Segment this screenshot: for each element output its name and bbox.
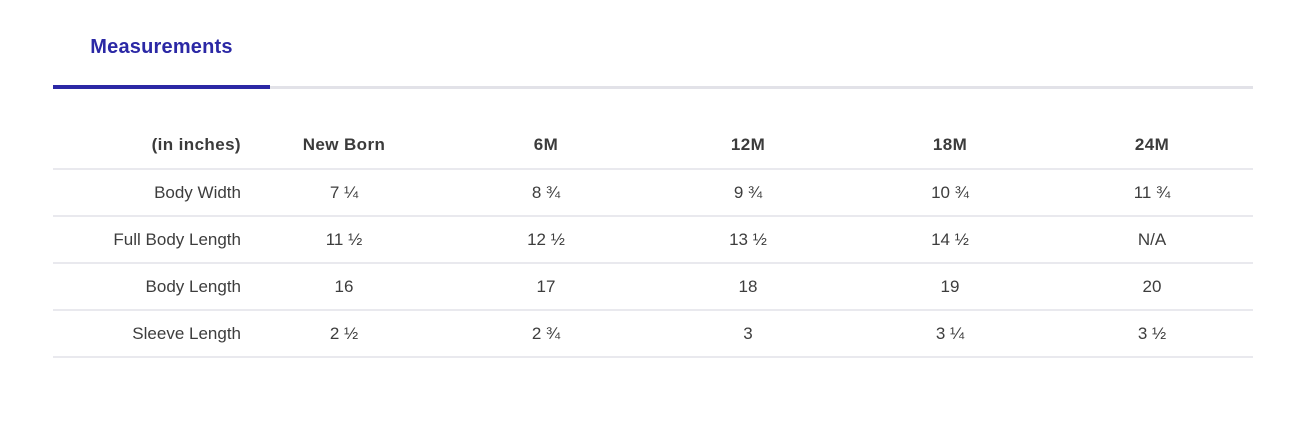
row-label: Full Body Length <box>53 216 243 264</box>
table-row: Sleeve Length 2 ½ 2 ¾ 3 3 ¼ 3 ½ <box>53 310 1253 358</box>
cell: 11 ¾ <box>1051 169 1253 217</box>
row-label: Body Width <box>53 169 243 217</box>
row-label: Body Length <box>53 263 243 311</box>
cell: 13 ½ <box>647 216 849 264</box>
cell: 2 ½ <box>243 310 445 358</box>
cell: 11 ½ <box>243 216 445 264</box>
measurements-section: Measurements (in inches) New Born 6M 12M… <box>53 0 1253 358</box>
cell: 19 <box>849 263 1051 311</box>
tab-bar: Measurements <box>53 36 1253 89</box>
cell: 20 <box>1051 263 1253 311</box>
cell: 3 <box>647 310 849 358</box>
cell: 16 <box>243 263 445 311</box>
column-header-18m: 18M <box>849 122 1051 170</box>
cell: 3 ¼ <box>849 310 1051 358</box>
cell: 8 ¾ <box>445 169 647 217</box>
cell: 2 ¾ <box>445 310 647 358</box>
cell: 3 ½ <box>1051 310 1253 358</box>
cell: 10 ¾ <box>849 169 1051 217</box>
column-header-12m: 12M <box>647 122 849 170</box>
cell: 14 ½ <box>849 216 1051 264</box>
cell: 18 <box>647 263 849 311</box>
cell: N/A <box>1051 216 1253 264</box>
table-row: Body Length 16 17 18 19 20 <box>53 263 1253 311</box>
row-label: Sleeve Length <box>53 310 243 358</box>
table-row: Full Body Length 11 ½ 12 ½ 13 ½ 14 ½ N/A <box>53 216 1253 264</box>
table-header-row: (in inches) New Born 6M 12M 18M 24M <box>53 122 1253 170</box>
column-header-6m: 6M <box>445 122 647 170</box>
cell: 7 ¼ <box>243 169 445 217</box>
column-header-24m: 24M <box>1051 122 1253 170</box>
cell: 9 ¾ <box>647 169 849 217</box>
measurements-table: (in inches) New Born 6M 12M 18M 24M Body… <box>53 122 1253 358</box>
units-header: (in inches) <box>53 122 243 170</box>
cell: 12 ½ <box>445 216 647 264</box>
table-row: Body Width 7 ¼ 8 ¾ 9 ¾ 10 ¾ 11 ¾ <box>53 169 1253 217</box>
cell: 17 <box>445 263 647 311</box>
column-header-newborn: New Born <box>243 122 445 170</box>
tab-measurements[interactable]: Measurements <box>53 36 270 89</box>
